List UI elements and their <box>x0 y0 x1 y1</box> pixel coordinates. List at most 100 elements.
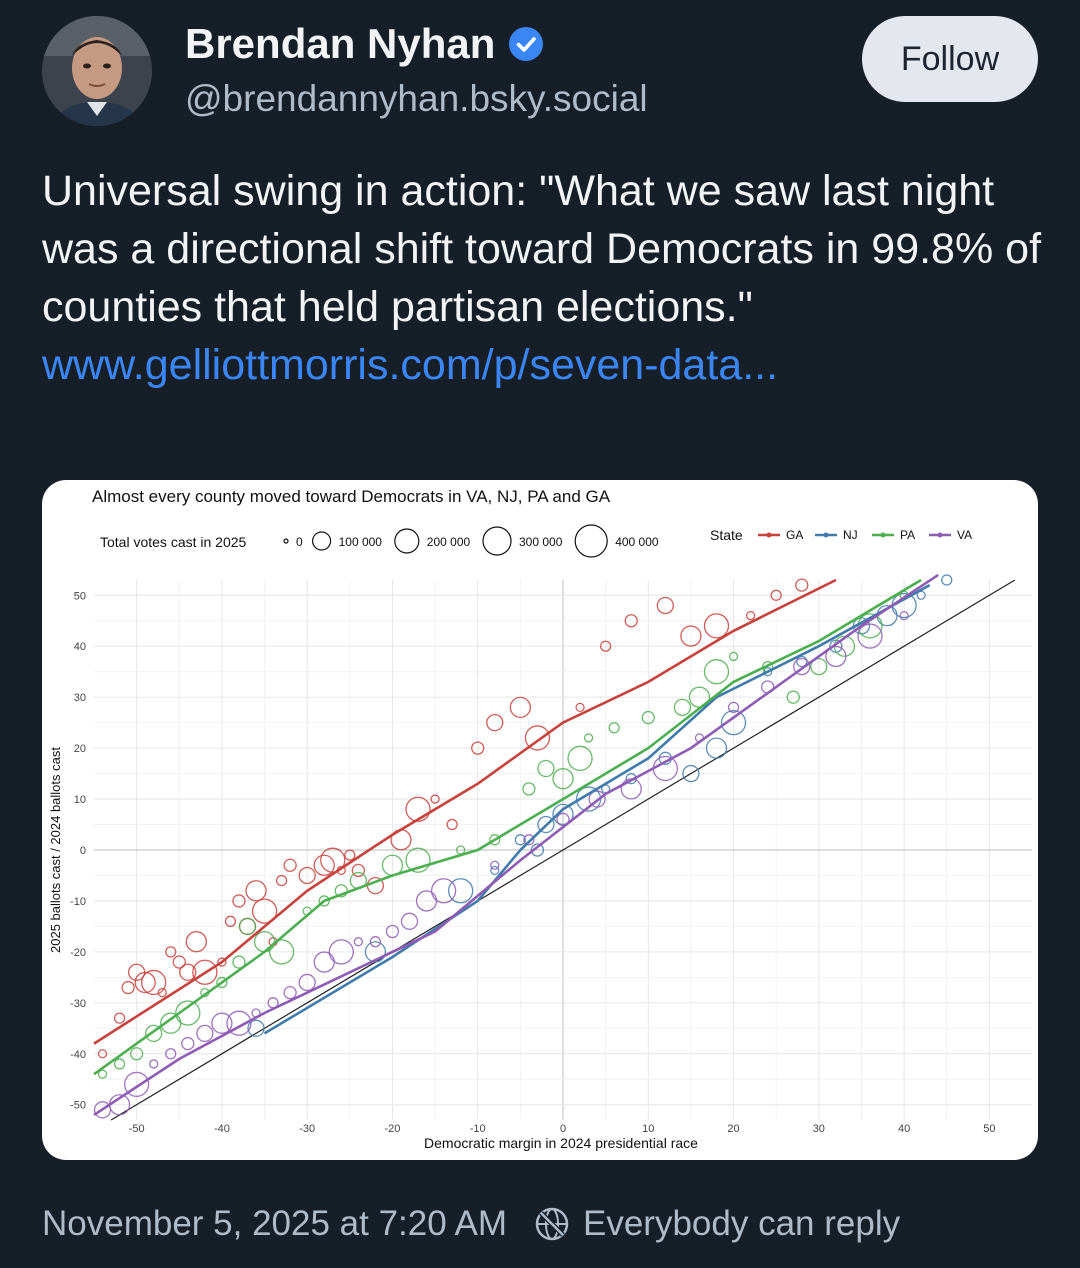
data-point-pa <box>216 976 228 989</box>
data-point-va <box>181 1036 195 1051</box>
chart-title: Almost every county moved toward Democra… <box>92 487 611 506</box>
legend-swatch-dot <box>766 532 772 538</box>
timestamp[interactable]: November 5, 2025 at 7:20 AM <box>42 1204 507 1243</box>
follow-button[interactable]: Follow <box>862 16 1038 102</box>
data-point-pa <box>552 768 574 790</box>
data-point-pa <box>641 710 655 725</box>
data-point-va <box>400 912 419 930</box>
data-point-ga <box>217 957 227 967</box>
data-point-ga <box>172 955 186 969</box>
reply-setting[interactable]: Everybody can reply <box>583 1204 901 1243</box>
data-point-va <box>328 939 354 965</box>
data-point-nj <box>247 1019 265 1037</box>
data-point-pa <box>673 698 692 717</box>
data-point-va <box>793 657 811 676</box>
data-point-nj <box>448 878 474 904</box>
post-footer: November 5, 2025 at 7:20 AM Everybody ca… <box>42 1204 900 1244</box>
x-tick-label: -50 <box>129 1123 145 1135</box>
post-link[interactable]: www.gelliottmorris.com/p/seven-data... <box>42 341 779 389</box>
data-point-pa <box>129 1047 144 1061</box>
data-point-ga <box>745 611 756 621</box>
data-point-va <box>226 1010 252 1036</box>
post-body: Universal swing in action: "What we saw … <box>42 167 1042 331</box>
data-point-pa <box>113 1058 126 1070</box>
data-point-ga <box>575 702 585 713</box>
data-point-nj <box>705 737 728 759</box>
data-point-va <box>825 645 847 668</box>
data-point-pa <box>268 939 295 965</box>
embedded-image-card[interactable]: Almost every county moved toward Democra… <box>42 480 1038 1160</box>
data-point-va <box>727 701 740 714</box>
data-point-pa <box>238 917 257 936</box>
x-tick-label: -30 <box>299 1123 315 1135</box>
data-point-va <box>556 812 570 827</box>
trend-line-ga <box>93 578 837 1045</box>
data-point-va <box>523 834 535 846</box>
data-point-ga <box>446 818 458 831</box>
legend-swatch-dot <box>880 532 886 538</box>
data-point-ga <box>680 625 702 647</box>
data-point-va <box>620 778 642 800</box>
globe-slash-icon <box>535 1207 569 1241</box>
y-tick-label: 20 <box>74 743 86 755</box>
y-axis-label: 2025 ballots cast / 2024 ballots cast <box>48 747 63 953</box>
size-legend-circle <box>482 526 512 556</box>
data-point-ga <box>157 987 167 998</box>
data-point-pa <box>232 955 246 969</box>
size-legend-circle <box>394 528 420 554</box>
display-name[interactable]: Brendan Nyhan <box>185 20 496 67</box>
legend-label-pa: PA <box>900 528 915 542</box>
data-point-ga <box>344 849 356 861</box>
size-legend-label: 0 <box>296 535 303 549</box>
x-tick-label: 10 <box>642 1123 654 1135</box>
data-point-ga <box>486 713 504 732</box>
legend-label-va: VA <box>957 528 972 542</box>
data-point-va <box>149 1059 159 1069</box>
color-legend-title: State <box>710 527 743 543</box>
size-legend-circle <box>283 538 289 544</box>
y-tick-label: -50 <box>70 1100 86 1112</box>
data-point-pa <box>489 834 501 846</box>
data-point-pa <box>97 1069 108 1079</box>
data-point-ga <box>179 963 197 981</box>
x-tick-label: 30 <box>813 1123 825 1135</box>
data-point-va <box>196 1024 214 1043</box>
data-point-nj <box>720 709 747 736</box>
data-point-pa <box>175 1000 201 1026</box>
data-point-ga <box>134 971 156 994</box>
data-point-pa <box>583 733 594 743</box>
handle[interactable]: @brendannyhan.bsky.social <box>185 78 648 119</box>
verified-check-icon[interactable] <box>509 27 544 61</box>
data-point-nj <box>682 764 700 783</box>
x-tick-label: 40 <box>898 1123 910 1135</box>
data-point-ga <box>656 596 674 615</box>
data-point-ga <box>703 613 730 639</box>
data-point-ga <box>509 696 532 719</box>
x-tick-label: -10 <box>470 1123 486 1135</box>
data-point-pa <box>703 659 730 685</box>
data-point-ga <box>185 931 207 953</box>
legend-swatch-dot <box>823 532 829 538</box>
data-point-pa <box>728 651 739 662</box>
data-point-va <box>313 951 335 973</box>
data-point-va <box>123 1071 150 1097</box>
y-tick-label: 30 <box>74 692 86 704</box>
data-point-pa <box>810 657 828 676</box>
data-point-va <box>588 790 606 808</box>
data-point-ga <box>298 866 316 885</box>
avatar[interactable] <box>42 16 152 126</box>
data-point-ga <box>320 847 346 873</box>
data-point-ga <box>121 980 135 995</box>
data-point-va <box>353 937 363 947</box>
data-point-pa <box>405 847 431 873</box>
x-tick-label: 0 <box>560 1123 566 1135</box>
data-point-nj <box>514 834 527 846</box>
size-legend-circle <box>574 524 608 558</box>
data-point-ga <box>275 874 288 887</box>
post-text: Universal swing in action: "What we saw … <box>42 162 1042 394</box>
data-point-va <box>165 1048 177 1060</box>
size-legend: Total votes cast in 2025 0 100 000 200 000… <box>100 524 659 558</box>
data-point-ga <box>524 725 551 751</box>
data-point-ga <box>141 969 167 996</box>
data-point-ga <box>283 858 297 872</box>
